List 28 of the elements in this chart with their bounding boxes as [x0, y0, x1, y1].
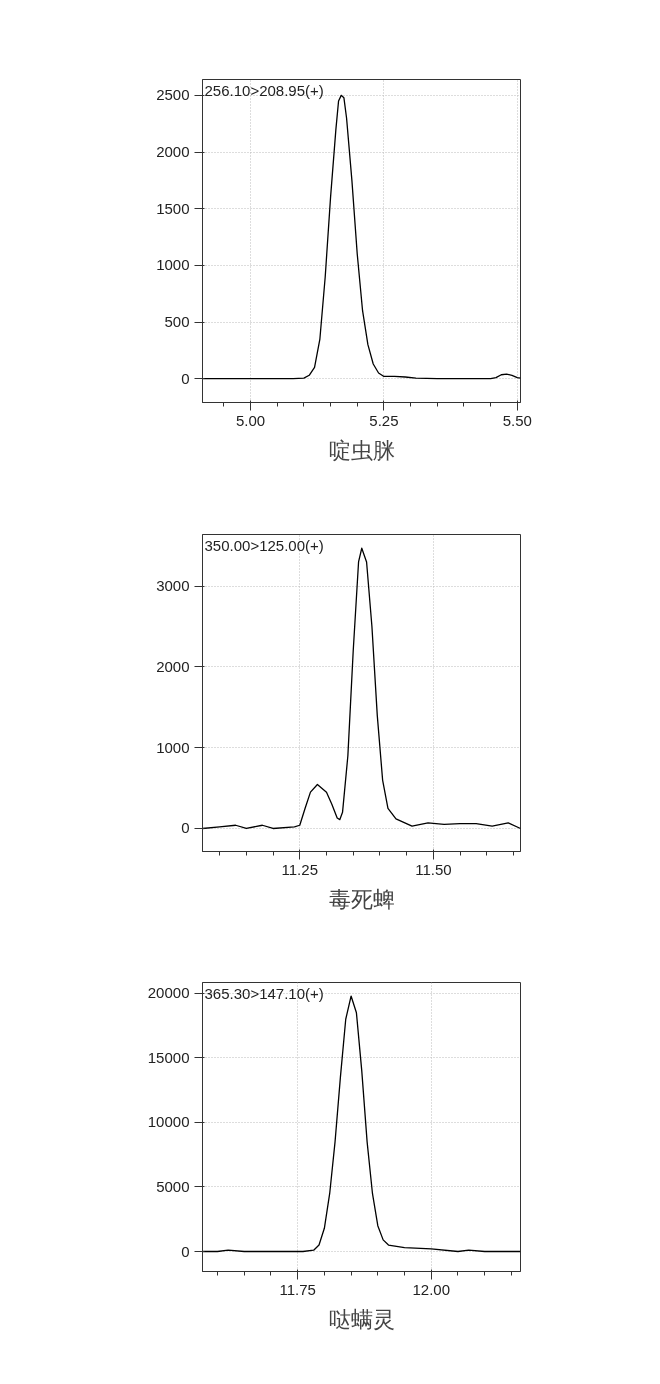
y-tick-label: 500 [164, 313, 190, 331]
y-tick-label: 20000 [147, 984, 190, 1002]
y-tick-label: 0 [181, 819, 190, 837]
annotation: 350.00>125.00(+) [204, 536, 324, 554]
y-tick-label: 5000 [156, 1177, 190, 1195]
x-tick-label: 11.75 [279, 1280, 316, 1298]
y-tick-label: 10000 [147, 1113, 190, 1131]
annotation: 256.10>208.95(+) [204, 81, 324, 99]
x-tick-label: 5.25 [369, 411, 399, 429]
x-tick-label: 5.50 [502, 411, 532, 429]
y-tick-label: 2000 [156, 143, 190, 161]
y-tick-label: 1000 [156, 738, 190, 756]
x-tick-label: 5.00 [235, 411, 266, 429]
y-tick-label: 0 [181, 369, 190, 387]
y-tick-label: 1000 [156, 256, 190, 274]
y-tick-label: 0 [181, 1242, 190, 1260]
x-tick-label: 12.00 [412, 1280, 451, 1298]
text: 哒螨灵 [328, 1306, 395, 1332]
x-tick-label: 11.25 [281, 860, 318, 878]
y-tick-label: 15000 [147, 1048, 190, 1066]
y-tick-label: 1500 [156, 199, 190, 217]
text: 啶虫脒 [328, 437, 395, 463]
y-tick-label: 2500 [156, 86, 190, 104]
y-tick-label: 3000 [156, 577, 190, 595]
x-tick-label: 11.50 [415, 860, 452, 878]
text: 毒死蜱 [328, 886, 395, 912]
annotation: 365.30>147.10(+) [204, 984, 324, 1002]
y-tick-label: 2000 [156, 657, 190, 675]
